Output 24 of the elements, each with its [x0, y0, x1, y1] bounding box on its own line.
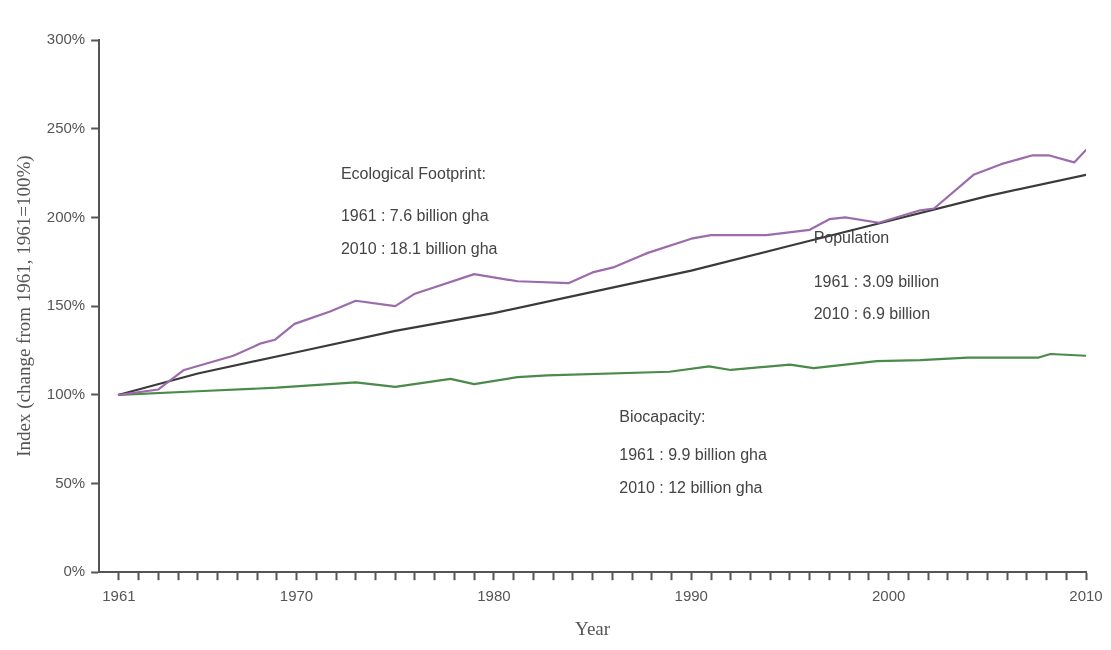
- annotation: 2010 : 6.9 billion: [813, 305, 931, 323]
- y-tick-label: 100%: [46, 384, 86, 402]
- x-tick-label: 2010: [1069, 587, 1103, 605]
- y-tick-label: 0%: [63, 562, 86, 580]
- y-axis-title: Index (change from 1961, 1961=100%): [13, 155, 36, 457]
- y-tick-label: 150%: [46, 296, 86, 314]
- x-tick-label: 1961: [102, 587, 136, 605]
- annotation: 1961 : 3.09 billion: [813, 272, 940, 290]
- annotation: Population: [813, 229, 890, 247]
- x-axis-title: Year: [575, 617, 611, 639]
- y-tick-label: 250%: [46, 118, 86, 136]
- annotation: Ecological Footprint:: [340, 164, 486, 182]
- y-tick-label: 200%: [46, 207, 86, 225]
- annotation: Biocapacity:: [619, 407, 706, 425]
- annotation: 1961 : 9.9 billion gha: [619, 445, 767, 463]
- x-tick-label: 1980: [477, 587, 511, 605]
- x-tick-label: 2000: [871, 587, 906, 605]
- x-tick-label: 1990: [674, 587, 708, 605]
- annotation: 2010 : 18.1 billion gha: [340, 240, 498, 258]
- y-tick-label: 300%: [46, 30, 86, 48]
- annotation: 2010 : 12 billion gha: [619, 479, 763, 497]
- annotation: 1961 : 7.6 billion gha: [340, 206, 489, 224]
- y-tick-label: 50%: [55, 473, 86, 491]
- x-tick-label: 1970: [279, 587, 314, 605]
